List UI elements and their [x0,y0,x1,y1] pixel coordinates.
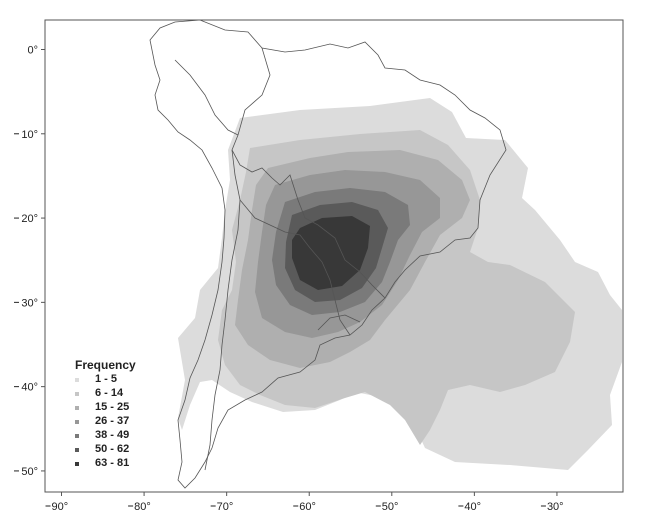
peru-colombia-border [174,59,239,136]
x-tick-label: 40° [464,501,481,513]
y-tick-label: 20° [21,213,38,225]
legend-item-label: 1 - 5 [95,373,117,385]
south-america-coastline [149,19,507,489]
zone-63-81 [292,216,370,290]
legend-item-label: 15 - 25 [95,401,129,413]
legend-item-label: 50 - 62 [95,443,129,455]
x-tick-label: 90° [52,501,69,513]
y-tick-label: 0° [27,45,38,57]
legend-swatch [75,462,79,466]
x-tick-label: 60° [299,501,316,513]
legend-swatch [75,392,79,396]
legend-item-label: 63 - 81 [95,457,129,469]
x-tick-label: 50° [382,501,399,513]
legend: Frequency 1 - 5 6 - 14 15 - 25 26 - 37 38 - … [75,358,136,469]
legend-swatch [75,406,79,410]
y-tick-label: 40° [21,382,38,394]
legend-swatch [75,420,79,424]
uruguay-border [317,314,361,331]
legend-item-label: 26 - 37 [95,415,129,427]
x-tick-label: 80° [134,501,151,513]
legend-swatch [75,378,79,382]
legend-item-label: 38 - 49 [95,429,129,441]
y-axis: 0° 10° 20° 30° 40° 50° [14,45,45,478]
y-tick-label: 30° [21,297,38,309]
brazil-border [231,47,386,299]
country-outlines [149,19,507,489]
x-tick-label: 30° [547,501,564,513]
x-tick-label: 70° [217,501,234,513]
legend-swatch [75,434,79,438]
y-tick-label: 10° [21,129,38,141]
x-axis: 90° 80° 70° 60° 50° 40° 30° [45,492,564,513]
legend-title: Frequency [75,358,136,372]
argentina-chile-border [204,199,241,471]
y-tick-label: 50° [21,466,38,478]
legend-item-label: 6 - 14 [95,387,124,399]
legend-swatch [75,448,79,452]
